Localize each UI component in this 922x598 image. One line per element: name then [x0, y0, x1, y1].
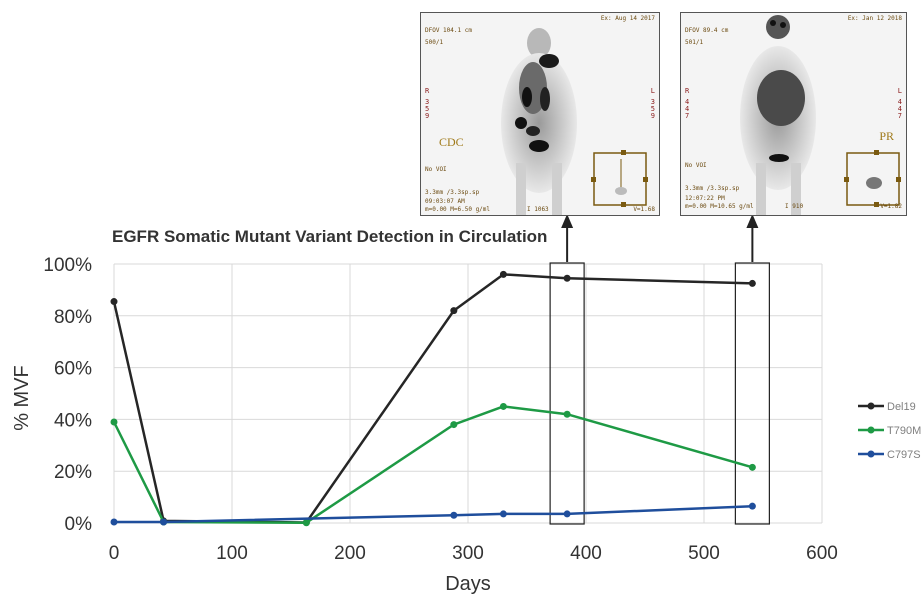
- x-tick-label: 400: [570, 543, 602, 564]
- data-point-del19: [110, 298, 118, 306]
- scan-left-digits: 4 4 7: [685, 98, 690, 120]
- scan-right-digits: 4 4 7: [897, 98, 902, 120]
- x-tick-label: 0: [109, 543, 120, 564]
- highlight-box: [549, 262, 585, 525]
- data-point-c797s: [563, 510, 571, 518]
- data-point-t790m: [499, 402, 507, 410]
- data-point-del19: [499, 270, 507, 278]
- scan-image-index: I 910: [785, 203, 804, 210]
- y-tick-label: 40%: [54, 410, 92, 431]
- series-line-c797s: [114, 504, 753, 524]
- scan-right-marker: L: [897, 87, 902, 95]
- scan-date: Ex: Aug 14 2017: [600, 15, 655, 22]
- scan-window: m=0.00 M=6.50 g/ml: [425, 206, 491, 213]
- scan-window: m=0.00 M=10.65 g/ml: [685, 203, 754, 210]
- pet-scan-aug-2017: Ex: Aug 14 2017 DFOV 104.1 cm 500/1 R 3 …: [420, 12, 660, 216]
- x-tick-label: 200: [334, 543, 366, 564]
- x-tick-labels: 0 100 200 300 400 500 600: [109, 543, 838, 564]
- scan-left-digits: 3 5 9: [425, 98, 430, 120]
- data-point-del19: [748, 279, 756, 287]
- scan-time: 09:03:07 AM: [425, 198, 465, 205]
- scan-right-digits: 3 5 9: [650, 98, 655, 120]
- x-tick-label: 300: [452, 543, 484, 564]
- scan-slice: 3.3mm /3.3sp.sp: [685, 185, 740, 192]
- x-tick-label: 100: [216, 543, 248, 564]
- chart-series: [110, 270, 756, 527]
- scan-dfov: DFOV 89.4 cm: [685, 27, 729, 34]
- scan-voi: No VOI: [425, 166, 447, 173]
- chart-legend: Del19 T790M C797S: [858, 401, 921, 461]
- series-line-t790m: [112, 405, 753, 524]
- chart-grid: [113, 263, 823, 524]
- data-point-t790m: [450, 421, 458, 429]
- legend-label: Del19: [887, 401, 916, 413]
- scan-voi: No VOI: [685, 162, 707, 169]
- highlight-box: [734, 262, 770, 525]
- y-tick-label: 0%: [65, 514, 93, 535]
- highlight-arrows: [561, 214, 759, 262]
- x-tick-label: 500: [688, 543, 720, 564]
- legend-marker: [867, 402, 875, 410]
- data-point-c797s: [748, 502, 756, 510]
- y-tick-labels: 0% 20% 40% 60% 80% 100%: [43, 255, 92, 535]
- scan-version: V=1.82: [880, 203, 902, 210]
- scan-left-marker: R: [685, 87, 690, 95]
- data-point-c797s: [450, 511, 458, 519]
- x-tick-label: 600: [806, 543, 838, 564]
- legend-marker: [867, 450, 875, 458]
- y-tick-label: 60%: [54, 359, 92, 380]
- scan-image-index: I 1063: [527, 206, 549, 213]
- pet-body-image: [740, 15, 901, 215]
- data-point-t790m: [563, 410, 571, 418]
- x-axis-label: Days: [445, 573, 491, 595]
- data-point-c797s: [499, 510, 507, 518]
- data-point-t790m: [302, 519, 310, 527]
- data-point-del19: [450, 307, 458, 315]
- series-line-del19: [112, 273, 753, 524]
- scan-time: 12:07:22 PM: [685, 195, 725, 202]
- y-tick-label: 20%: [54, 462, 92, 483]
- scan-right-marker: L: [650, 87, 655, 95]
- pet-body-image: [501, 28, 648, 215]
- legend-marker: [867, 426, 875, 434]
- scan-label: CDC: [439, 135, 464, 149]
- data-point-del19: [563, 274, 571, 282]
- scan-version: V=1.68: [633, 206, 655, 213]
- arrow-head: [561, 214, 574, 228]
- y-tick-label: 80%: [54, 307, 92, 328]
- data-point-c797s: [110, 518, 118, 526]
- scan-dfov: DFOV 104.1 cm: [425, 27, 472, 34]
- chart-title: EGFR Somatic Mutant Variant Detection in…: [112, 227, 547, 246]
- scan-series: 501/1: [685, 39, 704, 46]
- scan-slice: 3.3mm /3.3sp.sp: [425, 189, 480, 196]
- legend-label: C797S: [887, 449, 921, 461]
- pet-scan-jan-2018: Ex: Jan 12 2018 DFOV 89.4 cm 501/1 R 4 4…: [680, 12, 907, 216]
- legend-label: T790M: [887, 425, 921, 437]
- scan-series: 500/1: [425, 39, 444, 46]
- data-point-t790m: [110, 418, 118, 426]
- highlight-boxes: [549, 262, 770, 525]
- arrow-head: [746, 214, 759, 228]
- scan-left-marker: R: [425, 87, 430, 95]
- scan-label: PR: [879, 129, 894, 143]
- y-tick-label: 100%: [43, 255, 92, 276]
- data-point-t790m: [748, 463, 756, 471]
- y-axis-label: % MVF: [11, 365, 33, 431]
- data-point-c797s: [160, 518, 168, 526]
- scan-date: Ex: Jan 12 2018: [847, 15, 902, 22]
